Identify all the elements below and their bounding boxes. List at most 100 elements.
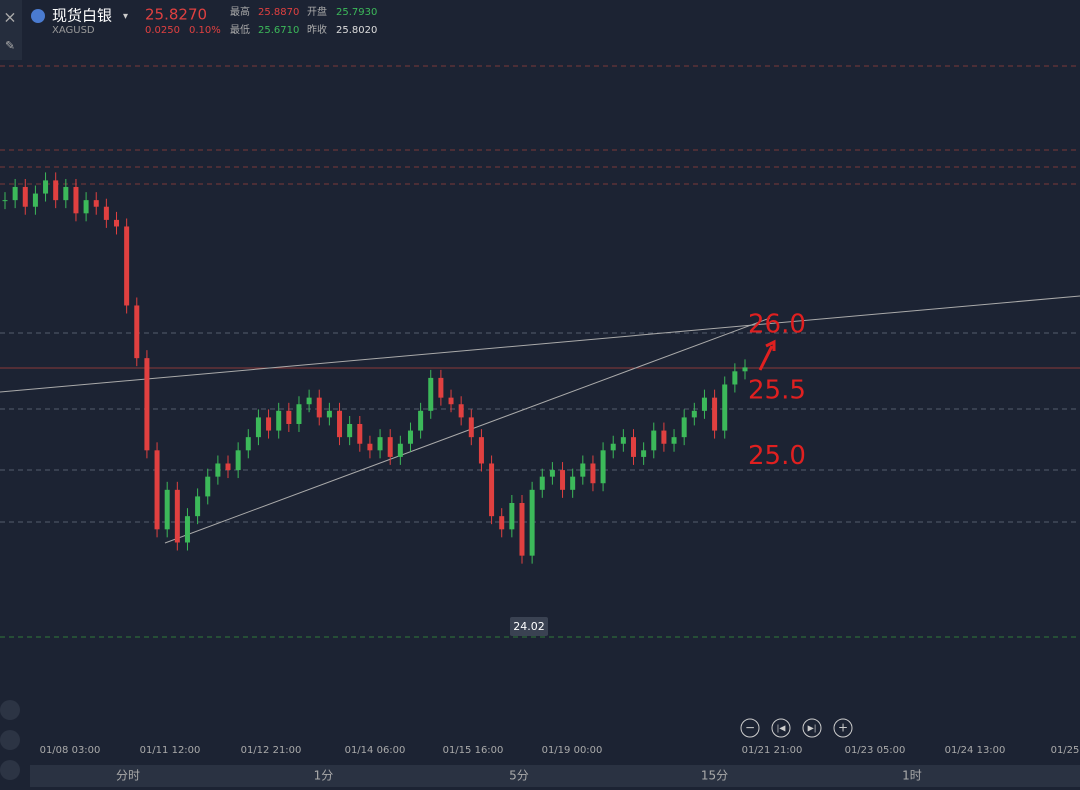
glyph: + bbox=[838, 721, 848, 735]
label: 最高 bbox=[230, 5, 250, 18]
candle bbox=[63, 186, 69, 201]
dropdown[interactable]: ▾ bbox=[123, 11, 128, 22]
candle bbox=[387, 437, 393, 457]
candle bbox=[641, 450, 647, 457]
candle bbox=[397, 443, 403, 457]
candle bbox=[499, 516, 505, 530]
candle bbox=[661, 430, 667, 444]
candle bbox=[225, 463, 231, 471]
tool-button[interactable] bbox=[0, 700, 20, 720]
candle bbox=[489, 463, 495, 517]
candle bbox=[103, 206, 109, 220]
candle bbox=[539, 476, 545, 490]
candle bbox=[560, 470, 566, 490]
x-tick-label: 01/08 03:00 bbox=[40, 745, 101, 756]
x-axis-labels: 01/08 03:00 01/11 12:00 01/12 21:00 01/14 0… bbox=[40, 745, 1080, 756]
toolbar bbox=[0, 0, 22, 60]
tab[interactable]: 15分 bbox=[701, 769, 728, 783]
candle bbox=[681, 417, 687, 438]
guide-lines bbox=[0, 65, 1080, 638]
tab[interactable]: 1分 bbox=[314, 769, 334, 783]
candle bbox=[722, 384, 728, 431]
candle bbox=[630, 437, 636, 457]
high: 25.8870 bbox=[258, 7, 299, 18]
tabs: 分时 1分 5分 15分 1时 bbox=[116, 769, 922, 783]
candle bbox=[357, 423, 363, 444]
change: 0.0250 bbox=[145, 25, 180, 36]
candle bbox=[164, 489, 170, 530]
prev-close: 25.8020 bbox=[336, 25, 377, 36]
candle bbox=[570, 476, 576, 490]
candle bbox=[337, 410, 343, 438]
candle bbox=[742, 367, 748, 372]
glyph: ▶| bbox=[808, 724, 817, 733]
candle bbox=[12, 186, 18, 201]
annotation: 25.5 bbox=[748, 375, 806, 405]
tab[interactable]: 5分 bbox=[509, 769, 529, 783]
x-tick-label: 01/12 21:00 bbox=[241, 745, 302, 756]
x-tick-label: 01/11 12:00 bbox=[140, 745, 201, 756]
candle bbox=[195, 496, 201, 517]
x-tick-label: 01/14 06:00 bbox=[345, 745, 406, 756]
zoom-controls bbox=[740, 718, 853, 738]
candle bbox=[712, 397, 718, 431]
candle bbox=[316, 397, 322, 418]
candle bbox=[671, 437, 677, 444]
candle bbox=[448, 397, 454, 405]
candle bbox=[590, 463, 596, 484]
candle bbox=[73, 186, 79, 214]
candle bbox=[580, 463, 586, 477]
candle bbox=[53, 180, 59, 201]
last-price: 25.8270 bbox=[145, 6, 207, 24]
candle bbox=[529, 489, 535, 556]
change-pct: 0.10% bbox=[189, 25, 221, 36]
close-icon[interactable]: × bbox=[3, 8, 16, 27]
annotation: 25.0 bbox=[748, 441, 806, 471]
candle bbox=[296, 404, 302, 424]
tab[interactable]: 1时 bbox=[902, 769, 922, 783]
tab[interactable]: 分时 bbox=[116, 769, 140, 783]
symbol-icon bbox=[31, 9, 45, 23]
candle bbox=[458, 404, 464, 418]
zoom-out[interactable] bbox=[740, 718, 760, 738]
candle bbox=[266, 417, 272, 431]
next[interactable] bbox=[802, 718, 822, 738]
candle bbox=[235, 450, 241, 471]
candle bbox=[205, 476, 211, 497]
tool-button[interactable] bbox=[0, 730, 20, 750]
label: 开盘 bbox=[307, 5, 327, 18]
candle bbox=[701, 397, 707, 411]
candle bbox=[83, 200, 89, 214]
zoom-glyphs: − |◀ ▶| + bbox=[745, 721, 848, 735]
zoom-in[interactable] bbox=[833, 718, 853, 738]
annotation: 26.0 bbox=[748, 309, 806, 339]
draw-icon[interactable]: ✎ bbox=[5, 39, 15, 53]
candle bbox=[43, 180, 49, 194]
candle bbox=[286, 410, 292, 424]
candle bbox=[22, 186, 28, 207]
tool-button[interactable] bbox=[0, 760, 20, 780]
candle bbox=[509, 502, 515, 530]
x-tick-label: 01/23 05:00 bbox=[845, 745, 906, 756]
prev[interactable] bbox=[771, 718, 791, 738]
label: 最低 bbox=[230, 23, 250, 36]
x-tick-label: 01/15 16:00 bbox=[443, 745, 504, 756]
tab-bar bbox=[30, 765, 1080, 787]
candle bbox=[347, 423, 353, 438]
candle bbox=[184, 516, 190, 543]
candle bbox=[377, 437, 383, 451]
candle bbox=[174, 489, 180, 543]
candle bbox=[144, 358, 150, 451]
candle bbox=[610, 443, 616, 451]
candle bbox=[620, 437, 626, 444]
candle bbox=[255, 417, 261, 438]
candle bbox=[428, 377, 434, 411]
candle bbox=[651, 430, 657, 451]
x-tick-label: 01/25 bbox=[1051, 745, 1080, 756]
candles bbox=[2, 172, 748, 564]
arrow bbox=[758, 339, 776, 371]
candle bbox=[519, 502, 525, 556]
symbol-name[interactable]: 现货白银 bbox=[52, 7, 112, 25]
candle bbox=[215, 463, 221, 477]
